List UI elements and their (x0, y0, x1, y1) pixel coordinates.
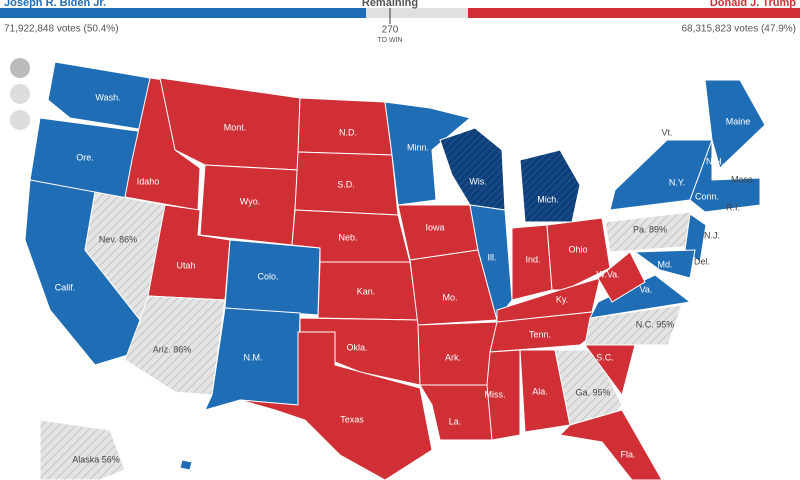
state-label: Vt. (661, 127, 672, 137)
state-label: N.J. (704, 230, 720, 240)
state-label: Wis. (469, 176, 487, 186)
state-label: R.I. (726, 202, 740, 212)
state-label: Ariz. 86% (153, 344, 192, 354)
state (384, 101, 472, 206)
state-label: Kan. (357, 286, 376, 296)
state-label: Ind. (525, 254, 540, 264)
state-label: N.C. 95% (636, 319, 675, 329)
state-label: Utah (176, 260, 195, 270)
reset[interactable] (10, 110, 30, 130)
state-label: Ky. (556, 294, 568, 304)
state-label: Md. (657, 259, 672, 269)
state (239, 331, 433, 480)
state-label: Maine (726, 116, 751, 126)
state-label: Ala. (532, 386, 548, 396)
state-label: Nev. 86% (99, 234, 137, 244)
state-label: W.Va. (596, 269, 619, 279)
biden-bar (0, 8, 366, 18)
state (584, 304, 683, 346)
state (546, 217, 611, 291)
state (439, 127, 506, 211)
threshold: 270 (382, 25, 399, 36)
state-label: La. (449, 416, 462, 426)
state (124, 295, 226, 396)
zoom-controls (10, 58, 30, 130)
state-label: Fla. (620, 449, 635, 459)
remaining-label: Remaining (362, 0, 418, 9)
zoom-in[interactable] (10, 58, 30, 78)
state (597, 251, 646, 303)
biden-votes: 71,922,848 votes (50.4%) (4, 24, 119, 35)
state-label: Calif. (55, 282, 76, 292)
state (486, 349, 521, 441)
state-label: N.M. (244, 352, 263, 362)
state-labels: Wash. Ore. Calif. Nev. 86% Idaho Mont. Wyo. Uta… (55, 92, 755, 464)
state-label: Alaska 56% (72, 454, 120, 464)
trump-name: Donald J. Trump (710, 0, 796, 9)
state-label: N.D. (339, 127, 357, 137)
threshold-note: TO WIN (377, 37, 402, 44)
state (47, 61, 151, 131)
biden-name: Joseph R. Biden Jr. (4, 0, 106, 9)
state-label: Ohio (568, 244, 587, 254)
state-label: Tenn. (529, 329, 551, 339)
state-label: Ore. (76, 152, 94, 162)
state-label: S.C. (596, 352, 614, 362)
state-label: S.D. (337, 179, 355, 189)
state-label: Mich. (537, 194, 559, 204)
state-label: Ark. (445, 352, 461, 362)
state-label: Ill. (488, 252, 497, 262)
state (609, 139, 713, 211)
state-label: Okla. (346, 342, 367, 352)
state-label: Colo. (257, 271, 278, 281)
state (419, 384, 501, 441)
zoom-out[interactable] (10, 84, 30, 104)
threshold-bg (378, 24, 402, 46)
state-label: N.Y. (669, 177, 685, 187)
remaining-bar (366, 8, 468, 18)
state (558, 409, 663, 480)
state (704, 79, 766, 169)
state (689, 139, 761, 213)
state-label: Texas (340, 414, 364, 424)
state-label: Pa. 89% (633, 224, 667, 234)
state-label: Conn. (695, 191, 719, 201)
state (179, 459, 193, 471)
state (519, 149, 581, 223)
state-label: Mass. (731, 174, 755, 184)
state (633, 249, 696, 279)
state (496, 277, 601, 323)
trump-bar (468, 8, 800, 18)
states (24, 61, 766, 480)
state-label: Va. (640, 284, 653, 294)
state-label: Neb. (338, 232, 357, 242)
state-label: Wyo. (240, 196, 260, 206)
state-label: Minn. (407, 142, 429, 152)
state-label: Mo. (442, 292, 457, 302)
state-label: Mont. (224, 122, 247, 132)
state-label: Wash. (95, 92, 120, 102)
state-label: Ga. 95% (575, 387, 610, 397)
state (39, 419, 126, 480)
state-label: Iowa (425, 222, 444, 232)
state-label: N.H. (706, 156, 724, 166)
state-label: Miss. (485, 389, 506, 399)
state-label: Del. (694, 256, 710, 266)
state-label: Idaho (137, 176, 160, 186)
trump-votes: 68,315,823 votes (47.9%) (681, 24, 796, 35)
